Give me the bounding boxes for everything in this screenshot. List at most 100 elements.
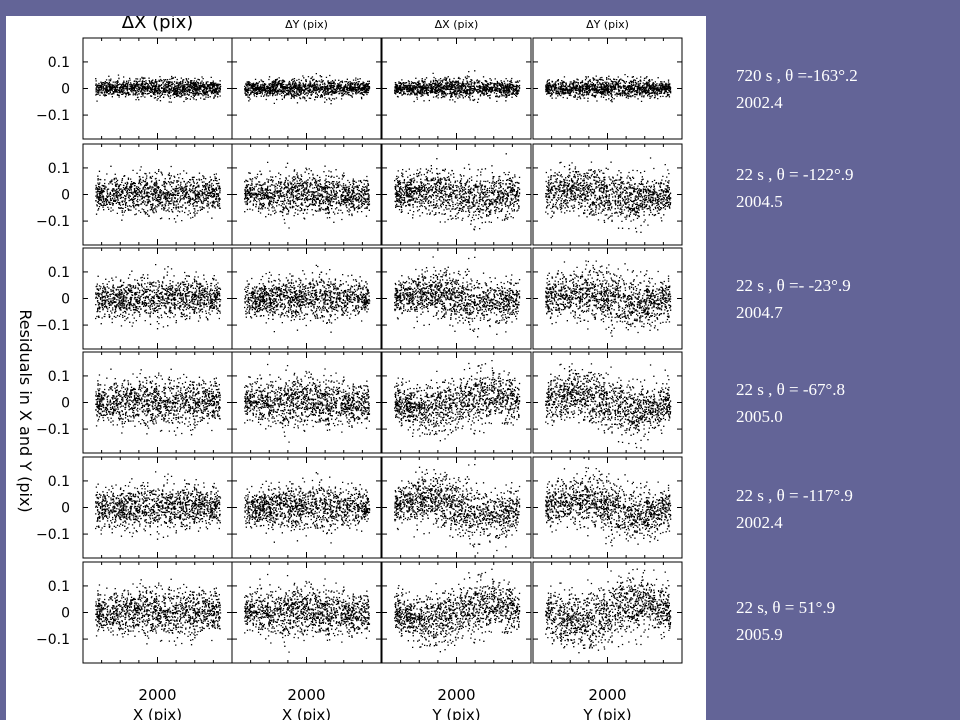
scatter-points-r2-c1: [95, 165, 221, 223]
scatter-points-r6-c1: [95, 578, 222, 646]
scatter-points-r5-c3: [394, 463, 521, 554]
residuals-figure: ΔX (pix) ΔY (pix) ΔX (pix) ΔY (pix) 0.1 0 −0.1…: [6, 16, 706, 720]
ytick-label: −0.1: [36, 422, 70, 438]
panel-r5-c2: [231, 456, 382, 559]
scatter-points-r1-c1: [95, 74, 222, 103]
scatter-points-r6-c2: [244, 573, 371, 653]
row-label-3-params: 22 s , θ =- -23°.9: [736, 276, 851, 295]
row-label-4-params: 22 s , θ = -67°.8: [736, 380, 846, 399]
xaxis-label-4: Y (pix): [582, 706, 631, 720]
panel-r5-c3: [381, 456, 532, 559]
ytick-label: −0.1: [36, 527, 70, 543]
panel-r3-c1: [82, 247, 233, 350]
panel-r6-c1: [82, 561, 233, 664]
scatter-points-r4-c4: [545, 363, 672, 449]
panel-frame: [82, 561, 233, 664]
panel-r4-c1: [82, 351, 233, 454]
ytick-label: 0: [61, 606, 70, 622]
scatter-points-r3-c3: [394, 256, 521, 338]
panel-r4-c4: [532, 351, 683, 454]
ytick-label: −0.1: [36, 214, 70, 230]
scatter-points-r1-c2: [244, 72, 371, 105]
ytick-label: 0: [61, 292, 70, 308]
panel-r4-c2: [231, 351, 382, 454]
row-label-5-params: 22 s , θ = -117°.9: [736, 486, 853, 505]
ytick-label: −0.1: [36, 108, 70, 124]
row-label-6-epoch: 2005.9: [736, 625, 783, 644]
residuals-scatter-grid: ΔX (pix) ΔY (pix) ΔX (pix) ΔY (pix) 0.1 0 −0.1…: [16, 16, 683, 720]
ytick-label: 0: [61, 396, 70, 412]
row-label-2: 22 s , θ = -122°.9 2004.5: [736, 161, 854, 215]
row-label-4: 22 s , θ = -67°.8 2005.0: [736, 376, 845, 430]
panel-frame: [82, 351, 233, 454]
ytick-label: 0: [61, 82, 70, 98]
panel-r2-c4: [532, 143, 683, 246]
panel-r6-c4: [532, 561, 683, 664]
panel-r2-c1: [82, 143, 233, 246]
panel-r2-c2: [231, 143, 382, 246]
scatter-points-r1-c3: [394, 70, 521, 104]
yaxis-label: Residuals in X and Y (pix): [16, 309, 35, 512]
scatter-points-r5-c1: [95, 471, 222, 540]
row-label-3-epoch: 2004.7: [736, 303, 783, 322]
ytick-label: 0.1: [48, 369, 70, 385]
xaxis-label-2: X (pix): [282, 706, 331, 720]
ytick-label: 0.1: [48, 55, 70, 71]
panel-r4-c3: [381, 351, 532, 454]
panel-r1-c4: [532, 37, 683, 140]
scatter-points-r5-c2: [244, 472, 371, 544]
xtick-label: 2000: [588, 686, 626, 704]
row-label-2-epoch: 2004.5: [736, 192, 783, 211]
panel-r3-c3: [381, 247, 532, 350]
xtick-label: 2000: [287, 686, 325, 704]
scatter-points-r6-c4: [545, 568, 672, 654]
ytick-label: 0.1: [48, 161, 70, 177]
panel-frame: [82, 247, 233, 350]
row-label-6-params: 22 s, θ = 51°.9: [736, 598, 836, 617]
panel-r1-c3: [381, 37, 532, 140]
row-label-1: 720 s , θ =-163°.2 2002.4: [736, 62, 858, 116]
scatter-points-r2-c4: [545, 157, 672, 233]
scatter-points-r6-c3: [394, 568, 521, 653]
panel-r2-c3: [381, 143, 532, 246]
scatter-points-r5-c4: [545, 457, 672, 547]
panel-r1-c1: [82, 37, 233, 140]
panel-r6-c2: [231, 561, 382, 664]
row-label-6: 22 s, θ = 51°.9 2005.9: [736, 594, 835, 648]
scatter-points-r3-c4: [545, 260, 672, 337]
scatter-points-r3-c1: [95, 263, 222, 330]
ytick-label: 0.1: [48, 579, 70, 595]
ytick-label: −0.1: [36, 318, 70, 334]
panel-frame: [82, 456, 233, 559]
row-label-4-epoch: 2005.0: [736, 407, 783, 426]
row-labels: 720 s , θ =-163°.2 2002.4 22 s , θ = -12…: [720, 0, 960, 720]
row-label-5: 22 s , θ = -117°.9 2002.4: [736, 482, 853, 536]
xaxis-label-1: X (pix): [133, 706, 182, 720]
xaxis-label-3: Y (pix): [431, 706, 480, 720]
xtick-label: 2000: [138, 686, 176, 704]
ytick-label: 0: [61, 188, 70, 204]
panel-frame: [381, 456, 532, 559]
column-title-4: ΔY (pix): [586, 18, 629, 31]
row-label-1-params: 720 s , θ =-163°.2: [736, 66, 858, 85]
scatter-points-r4-c2: [244, 363, 371, 443]
panel-r3-c4: [532, 247, 683, 350]
ytick-label: 0.1: [48, 265, 70, 281]
ytick-label: −0.1: [36, 632, 70, 648]
xtick-label: 2000: [437, 686, 475, 704]
row-label-5-epoch: 2002.4: [736, 513, 783, 532]
scatter-points-r1-c4: [545, 73, 672, 103]
panel-r5-c1: [82, 456, 233, 559]
column-title-2: ΔY (pix): [285, 18, 328, 31]
scatter-points-r2-c3: [394, 153, 521, 231]
panel-r5-c4: [532, 456, 683, 559]
scatter-points-r3-c2: [244, 264, 371, 333]
panel-r3-c2: [231, 247, 382, 350]
scatter-points-r4-c1: [95, 368, 221, 436]
row-label-1-epoch: 2002.4: [736, 93, 783, 112]
ytick-label: 0.1: [48, 474, 70, 490]
ytick-label: 0: [61, 501, 70, 517]
column-title-3: ΔX (pix): [435, 18, 479, 31]
column-title-1: ΔX (pix): [122, 16, 194, 33]
panel-r1-c2: [231, 37, 382, 140]
